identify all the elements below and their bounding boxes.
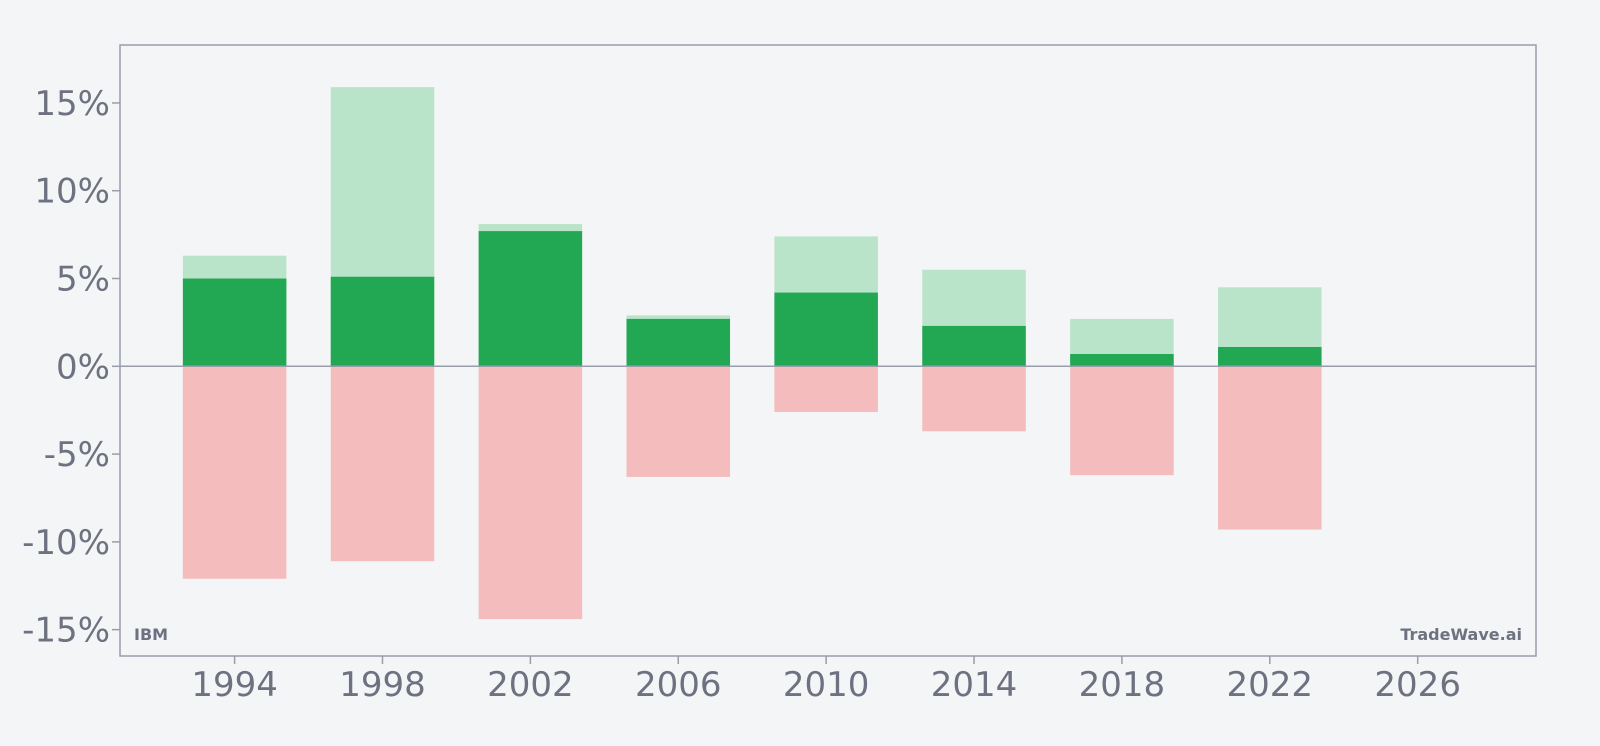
bar-negative-2002 [478, 366, 583, 620]
x-tick-label: 2002 [487, 665, 574, 705]
y-tick-label: 15% [34, 84, 110, 124]
x-tick-label: 2006 [635, 665, 722, 705]
x-tick-label: 2010 [783, 665, 870, 705]
x-tick-label: 1998 [339, 665, 426, 705]
bar-dark-2018 [1070, 354, 1174, 367]
bars-negative-layer [182, 366, 1322, 620]
plot-frame [119, 44, 1537, 657]
bar-dark-2010 [774, 292, 878, 367]
bar-negative-2014 [922, 366, 1026, 432]
y-tick-label: 5% [56, 260, 110, 300]
bar-dark-2014 [922, 325, 1026, 367]
bar-dark-1994 [182, 278, 287, 367]
y-tick-label: 10% [34, 172, 110, 212]
bar-dark-2002 [478, 231, 583, 367]
bar-negative-2022 [1218, 366, 1322, 530]
x-tick-label: 2022 [1227, 665, 1314, 705]
y-tick-label: 0% [56, 347, 110, 387]
bar-negative-2018 [1070, 366, 1174, 476]
bar-dark-2006 [626, 318, 731, 367]
bar-negative-2006 [626, 366, 731, 477]
x-axis: 1994 1998 2002 2006 2010 2014 2018 2022 2026 [191, 656, 1461, 705]
y-tick-label: -15% [22, 611, 110, 651]
x-tick-label: 2026 [1374, 665, 1461, 705]
bar-negative-2010 [774, 366, 878, 412]
y-tick-label: -10% [22, 523, 110, 563]
y-tick-label: -5% [44, 435, 110, 475]
x-tick-label: 2014 [931, 665, 1018, 705]
bar-dark-1998 [330, 276, 435, 367]
y-axis: 15% 10% 5% 0% -5% -10% -15% [22, 84, 120, 651]
bars-dark-layer [182, 231, 1322, 367]
x-tick-label: 1994 [191, 665, 278, 705]
ticker-watermark: IBM [134, 625, 168, 644]
bar-negative-1994 [182, 366, 287, 579]
x-tick-label: 2018 [1079, 665, 1166, 705]
bar-negative-1998 [330, 366, 435, 562]
bar-dark-2022 [1218, 346, 1322, 367]
brand-watermark: TradeWave.ai [1400, 625, 1522, 644]
